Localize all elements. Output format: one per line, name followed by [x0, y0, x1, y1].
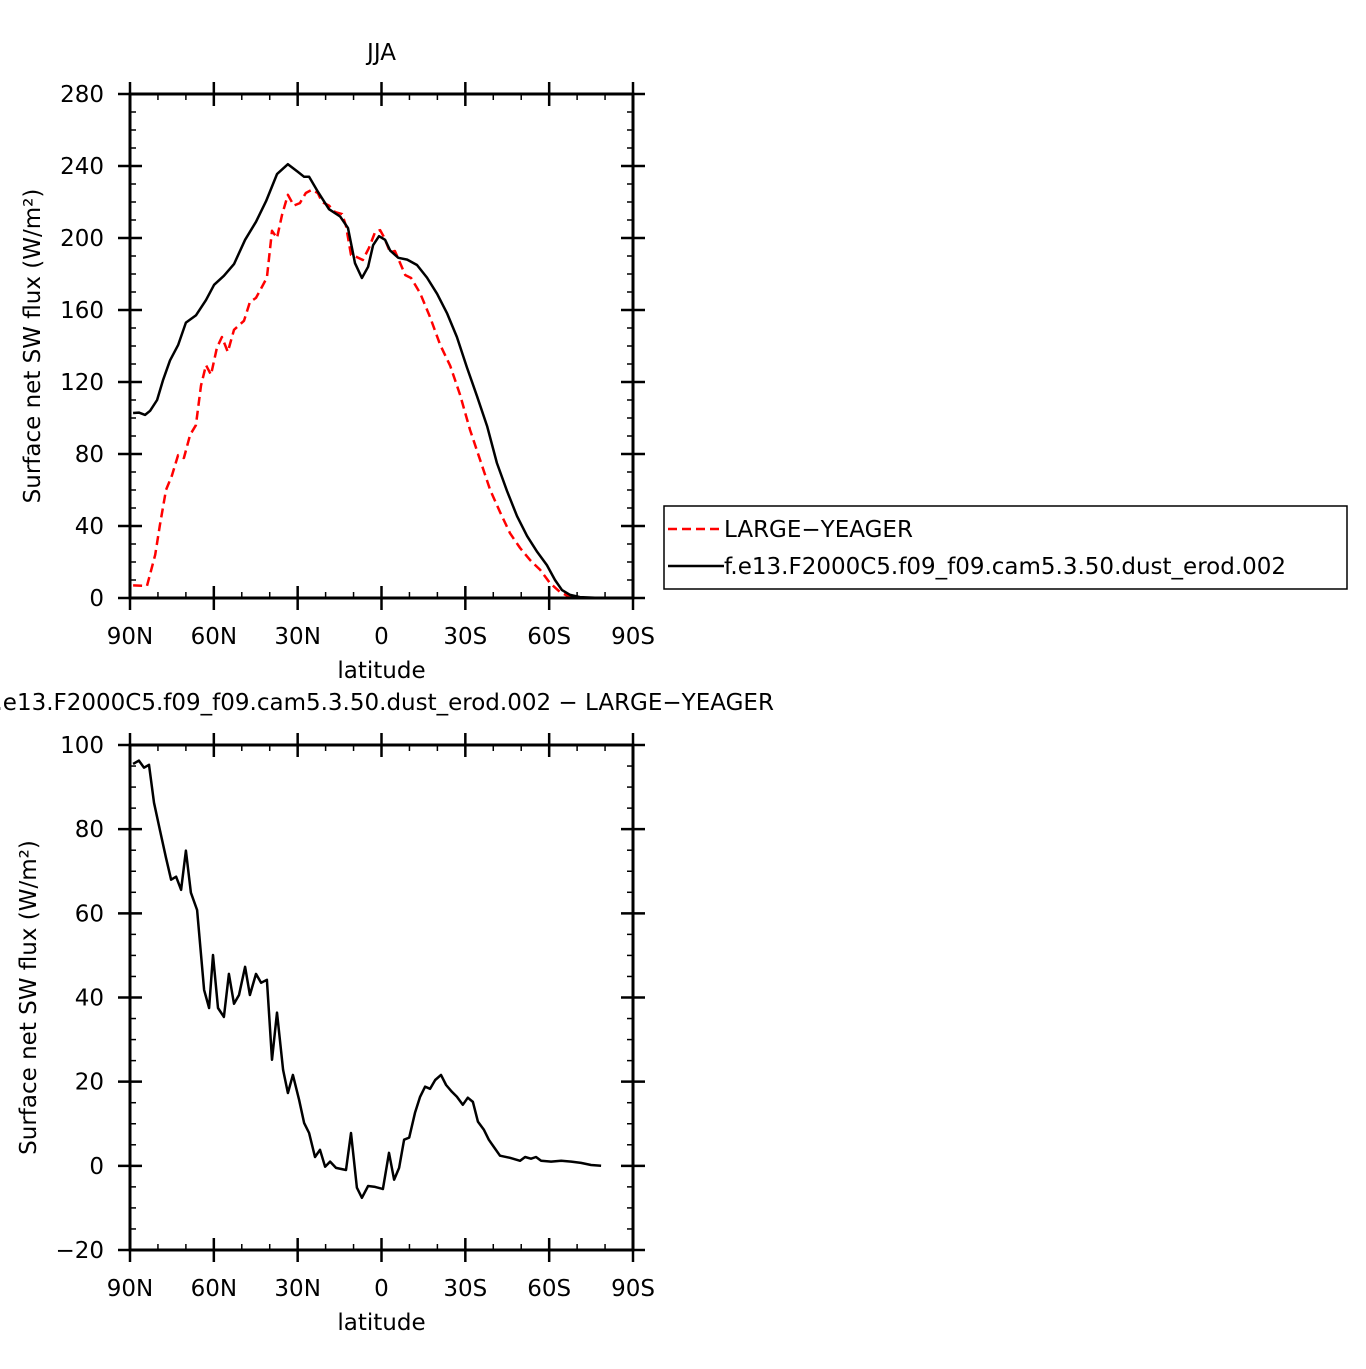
- x-tick-label: 90S: [611, 624, 655, 650]
- y-tick-label: 120: [60, 370, 104, 396]
- x-tick-label: 60S: [527, 1276, 571, 1302]
- y-tick-label: 280: [60, 82, 104, 108]
- y-tick-label: 0: [89, 586, 104, 612]
- y-tick-label: 40: [75, 986, 104, 1012]
- y-tick-label: 60: [75, 901, 104, 927]
- y-tick-label: 160: [60, 298, 104, 324]
- y-axis-label: Surface net SW flux (W/m²): [16, 840, 42, 1155]
- x-tick-label: 60S: [527, 624, 571, 650]
- x-tick-label: 30S: [443, 624, 487, 650]
- x-tick-label: 90S: [611, 1276, 655, 1302]
- x-tick-label: 30S: [443, 1276, 487, 1302]
- x-tick-label: 30N: [274, 624, 320, 650]
- legend-label-large-yeager: LARGE−YEAGER: [724, 517, 913, 543]
- x-tick-label: 60N: [191, 1276, 237, 1302]
- top-panel: 90N 60N 30N 0 30S 60S 90S 0 40 80 120 160 200 240 280 J…: [20, 40, 655, 684]
- x-tick-label: 90N: [107, 1276, 153, 1302]
- x-tick-label: 90N: [107, 624, 153, 650]
- x-tick-label: 60N: [191, 624, 237, 650]
- x-tick-label: 0: [374, 1276, 389, 1302]
- y-tick-label: 80: [75, 817, 104, 843]
- plot-frame: [128, 743, 635, 1252]
- chart-title: JJA: [365, 40, 396, 66]
- series-line-dust-erod: [132, 759, 602, 1200]
- chart-title: f.e13.F2000C5.f09_f09.cam5.3.50.dust_ero…: [0, 690, 774, 716]
- y-tick-label: 20: [75, 1070, 104, 1096]
- legend-label-dust-erod: f.e13.F2000C5.f09_f09.cam5.3.50.dust_ero…: [724, 554, 1286, 580]
- y-axis-label: Surface net SW flux (W/m²): [20, 189, 46, 504]
- y-tick-label: 100: [60, 733, 104, 759]
- x-axis-label: latitude: [337, 658, 425, 684]
- y-tick-label: 240: [60, 154, 104, 180]
- x-axis-label: latitude: [337, 1310, 425, 1336]
- y-tick-label: −20: [55, 1238, 104, 1264]
- x-tick-label: 0: [374, 624, 389, 650]
- y-tick-label: 200: [60, 226, 104, 252]
- bottom-panel: 90N 60N 30N 0 30S 60S 90S −20 0 20 40 60 80 100 f.e13.…: [0, 690, 774, 1336]
- x-tick-label: 30N: [274, 1276, 320, 1302]
- legend: LARGE−YEAGER f.e13.F2000C5.f09_f09.cam5.…: [663, 505, 1348, 590]
- series-line-dust-erod: [133, 162, 628, 600]
- series-line-large-yeager: [133, 188, 628, 600]
- y-tick-label: 80: [75, 442, 104, 468]
- plot-frame: [128, 92, 635, 600]
- legend-box: [663, 505, 1348, 590]
- y-tick-label: 40: [75, 514, 104, 540]
- y-tick-label: 0: [89, 1154, 104, 1180]
